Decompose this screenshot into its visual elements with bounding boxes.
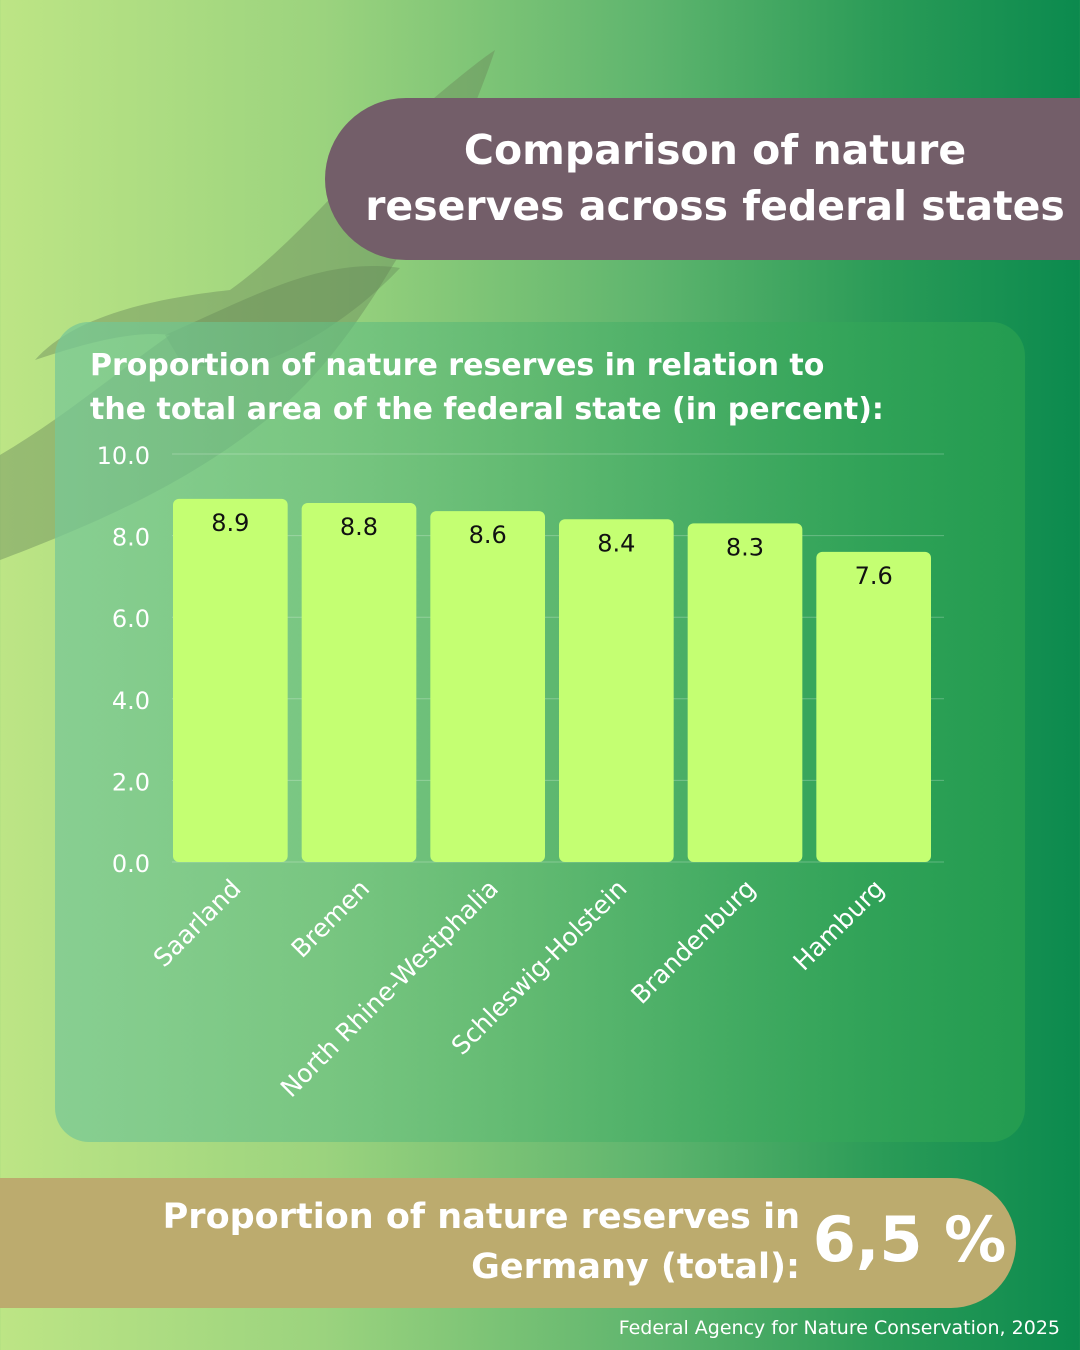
total-label: Proportion of nature reserves in Germany… (120, 1192, 800, 1292)
bar (301, 502, 417, 862)
y-tick-label: 4.0 (112, 687, 150, 715)
total-value: 6,5 % (812, 1203, 1007, 1276)
y-tick-label: 8.0 (112, 524, 150, 552)
total-label-line-2: Germany (total): (471, 1247, 800, 1287)
data-label: 8.3 (726, 533, 764, 561)
bar (816, 551, 931, 862)
x-tick-label: Hamburg (787, 874, 889, 976)
total-label-line-1: Proportion of nature reserves in (162, 1197, 800, 1237)
y-tick-label: 6.0 (112, 605, 150, 633)
total-banner (0, 1178, 1016, 1308)
data-label: 8.4 (597, 529, 635, 557)
bar (687, 523, 803, 862)
data-label: 8.9 (211, 509, 249, 537)
x-tick-label: North Rhine-Westphalia (275, 874, 504, 1103)
x-tick-label: Brandenburg (625, 874, 761, 1010)
bar (430, 511, 545, 862)
x-tick-label: Bremen (286, 874, 376, 964)
chart-title-line-2: the total area of the federal state (in … (90, 392, 884, 427)
title-line-1: Comparison of nature (463, 126, 967, 174)
title-line-2: reserves across federal states (365, 182, 1065, 230)
y-tick-label: 0.0 (112, 850, 150, 878)
data-label: 8.6 (469, 521, 507, 549)
y-tick-label: 2.0 (112, 768, 150, 796)
title-banner: Comparison of nature reserves across fed… (325, 98, 1080, 260)
source-credit: Federal Agency for Nature Conservation, … (618, 1317, 1060, 1339)
bar (173, 498, 288, 862)
bar (559, 519, 674, 862)
chart-title-line-1: Proportion of nature reserves in relatio… (90, 348, 825, 383)
x-tick-label: Saarland (148, 874, 247, 973)
chart-title: Proportion of nature reserves in relatio… (90, 344, 990, 432)
data-label: 7.6 (855, 562, 893, 590)
data-label: 8.8 (340, 513, 378, 541)
y-tick-label: 10.0 (97, 442, 150, 470)
